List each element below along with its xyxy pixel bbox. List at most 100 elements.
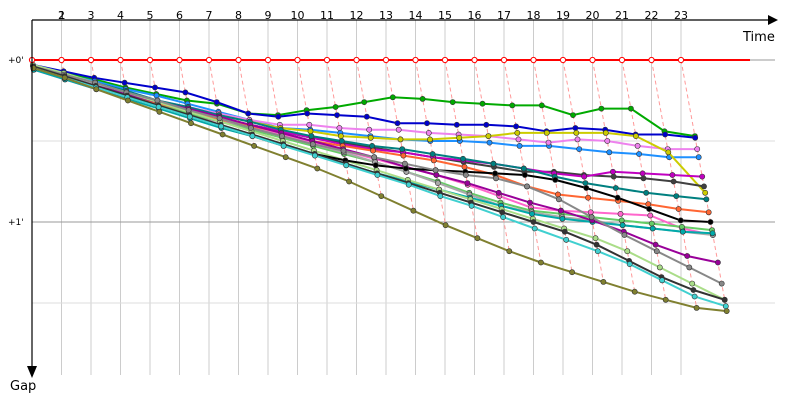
series-14-point-lap-15 [464,180,471,186]
series-20-point-lap-23 [723,308,730,314]
series-20-point-lap-9 [282,154,289,161]
series-8-point-lap-19 [582,180,589,186]
series-14-point-lap-22 [684,253,691,259]
series-7-point-lap-22 [669,172,676,178]
series-14-point-lap-18 [558,207,564,214]
series-20 [30,65,730,314]
series-5-point-lap-13 [397,136,404,143]
series-19-point-lap-23 [722,303,729,310]
series-17-point-lap-8 [247,125,254,131]
leader-line [28,56,750,64]
series-16-point-lap-19 [583,185,590,191]
series-17-point-lap-19 [588,214,595,220]
series-5-point-lap-19 [573,129,580,136]
series-20-point-lap-12 [378,193,385,199]
series-13-point-lap-21 [649,225,656,232]
series-15-point-lap-22 [689,280,696,287]
series-3-point-lap-17 [516,142,523,149]
series-13-point-lap-18 [559,215,566,222]
lap-connector-15 [444,59,478,239]
time-axis-arrow [768,15,778,25]
series-20-point-lap-4 [125,97,131,104]
leader-point-lap-9 [264,56,272,64]
series-20-point-lap-15 [474,235,481,242]
series-16-point-lap-18 [552,176,559,183]
series-15-point-lap-20 [624,248,631,255]
series-1-point-lap-17 [509,102,516,109]
series-18-point-lap-23 [721,296,728,303]
lap-tick-label-11: 11 [320,9,334,22]
series-9-point-lap-15 [461,163,468,170]
lap-tick-label-20: 20 [586,9,600,22]
series-5-point-lap-10 [307,128,314,135]
series-10-point-lap-19 [587,209,594,216]
series-16-point-lap-21 [646,206,652,212]
series-1-point-lap-20 [598,105,605,112]
series-4-point-lap-12 [366,126,373,133]
series-14-point-lap-14 [433,172,440,178]
series-19-point-lap-6 [186,113,193,120]
series-3-point-lap-20 [606,149,613,156]
leader-point-lap-18 [530,56,537,64]
leader-point-lap-4 [117,56,124,64]
series-4-point-lap-19 [574,136,581,143]
series-17-point-lap-18 [556,196,562,203]
series-18-point-lap-18 [561,228,568,235]
leader-point-lap-15 [441,56,449,64]
series-1-point-lap-18 [538,102,545,109]
lap-tick-label-10: 10 [291,9,305,22]
series-5-point-lap-21 [633,133,639,139]
series-17-point-lap-7 [216,115,223,122]
series-2-point-lap-14 [424,120,430,127]
grid [32,20,775,375]
time-axis-title: Time [742,30,775,45]
series-17 [30,63,725,287]
lap-tick-label-15: 15 [438,9,452,22]
series-2-point-lap-22 [662,131,668,138]
series-20-point-lap-6 [188,120,194,127]
series-18-point-lap-16 [499,209,506,216]
series-8-point-lap-12 [369,142,375,149]
series-9-point-lap-18 [555,191,561,198]
series-2-point-lap-6 [182,89,189,96]
leader-point-lap-6 [176,56,183,64]
series-3-point-lap-19 [576,146,583,152]
series-14-point-lap-23 [715,259,721,266]
series-17-point-lap-16 [493,175,499,182]
series-4-point-lap-21 [634,142,641,149]
series-9-point-lap-21 [645,201,652,208]
lap-tick-label-14: 14 [409,9,423,22]
lap-connector-17 [503,59,542,263]
series-17-point-lap-17 [524,183,530,190]
series-20-point-lap-19 [600,278,607,285]
series-17-point-lap-20 [621,232,628,238]
lap-tick-label-23: 23 [674,9,688,22]
lap-tick-label-4: 4 [117,9,124,22]
series-19-point-lap-12 [374,172,381,178]
series-5-point-lap-15 [456,134,463,141]
lap-tick-label-17: 17 [497,9,511,22]
series-9-point-lap-13 [400,152,407,159]
series-19-point-lap-17 [531,225,538,232]
y-tick-label-0: +0' [8,56,24,66]
leader-point-lap-22 [648,56,655,64]
series-9-point-lap-12 [370,147,376,154]
series-1-point-lap-16 [479,100,486,107]
series-3-point-lap-23 [695,154,702,161]
series-17-point-lap-21 [653,248,660,255]
lap-tick-label-6: 6 [176,9,183,22]
gap-axis-title: Gap [10,379,36,394]
series-20-point-lap-5 [156,108,163,115]
series-14-point-lap-17 [527,199,533,206]
series-8-point-lap-23 [703,196,710,203]
lap-tick-label-19: 19 [556,9,570,22]
lap-tick-label-3: 3 [88,9,95,22]
series-17-point-lap-6 [185,107,192,114]
series-4-point-lap-10 [306,121,313,128]
series-1-point-lap-21 [628,105,634,112]
leader-point-lap-23 [677,56,685,64]
series-9-point-lap-14 [430,157,437,164]
series-17-point-lap-5 [154,97,161,104]
lap-tick-label-16: 16 [468,9,482,22]
lap-tick-label-22: 22 [645,9,659,22]
